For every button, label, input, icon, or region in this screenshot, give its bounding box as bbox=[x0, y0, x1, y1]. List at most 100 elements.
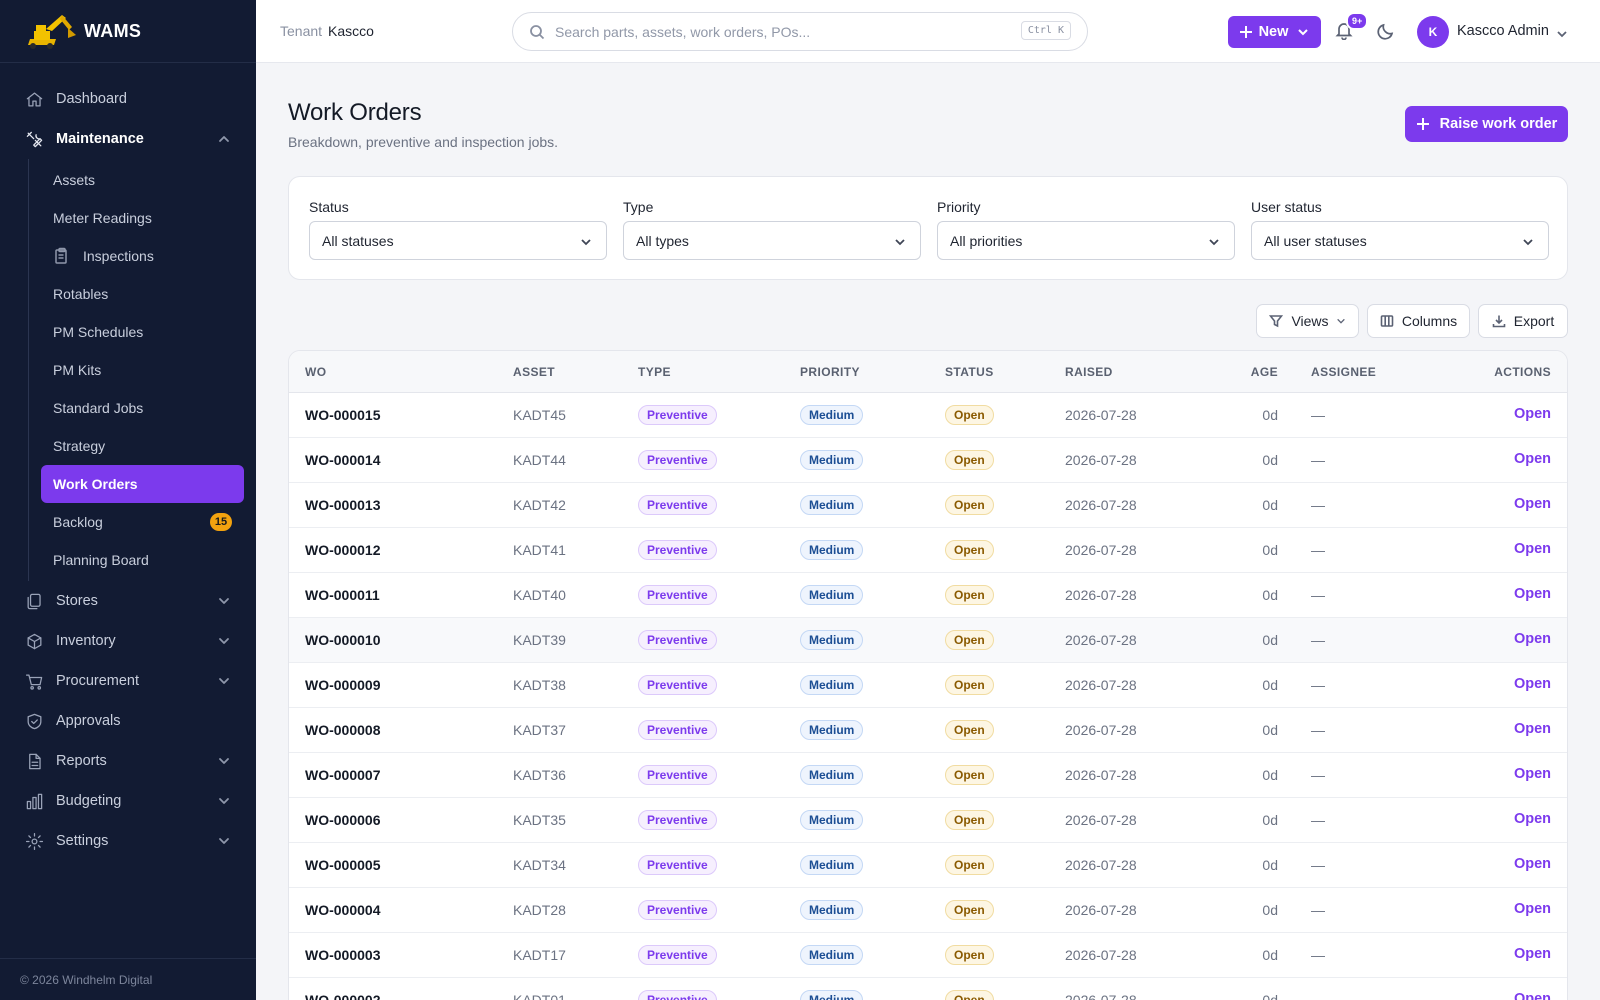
wo-number[interactable]: WO-000009 bbox=[305, 677, 381, 693]
sidebar-item-pm-schedules[interactable]: PM Schedules bbox=[41, 313, 244, 351]
open-action-link[interactable]: Open bbox=[1513, 856, 1551, 872]
table-row[interactable]: WO-000013 KADT42 Preventive Medium Open 2026-… bbox=[289, 483, 1567, 528]
notifications-button[interactable]: 9+ bbox=[1334, 12, 1369, 44]
wo-number[interactable]: WO-000005 bbox=[305, 857, 381, 873]
column-header-wo[interactable]: WO bbox=[305, 365, 327, 379]
priority-badge: Medium bbox=[800, 945, 864, 965]
sidebar-item-pm-kits[interactable]: PM Kits bbox=[41, 351, 244, 389]
open-action-link[interactable]: Open bbox=[1513, 586, 1551, 602]
wo-number[interactable]: WO-000015 bbox=[305, 407, 381, 423]
open-action-link[interactable]: Open bbox=[1513, 631, 1551, 647]
chevron-down-icon bbox=[1209, 239, 1219, 246]
type-select[interactable]: All types bbox=[623, 221, 921, 260]
open-action-link[interactable]: Open bbox=[1513, 721, 1551, 737]
sidebar-item-work-orders[interactable]: Work Orders bbox=[41, 465, 244, 503]
column-header-asset[interactable]: ASSET bbox=[513, 365, 556, 379]
status-badge: Open bbox=[945, 855, 994, 875]
table-row[interactable]: WO-000006 KADT35 Preventive Medium Open 2026-… bbox=[289, 798, 1567, 843]
sidebar-item-budgeting[interactable]: Budgeting bbox=[0, 781, 256, 821]
table-row[interactable]: WO-000002 KADT01 Preventive Medium Open 2026-… bbox=[289, 978, 1567, 1000]
user-menu-name[interactable]: Kascco Admin bbox=[1457, 23, 1549, 39]
open-action-link[interactable]: Open bbox=[1513, 991, 1551, 1000]
wo-number[interactable]: WO-000008 bbox=[305, 722, 381, 738]
sidebar-item-stores[interactable]: Stores bbox=[0, 581, 256, 621]
table-row[interactable]: WO-000009 KADT38 Preventive Medium Open 2026-… bbox=[289, 663, 1567, 708]
wo-number[interactable]: WO-000011 bbox=[305, 587, 380, 603]
columns-button[interactable]: Columns bbox=[1367, 304, 1470, 338]
sidebar-item-rotables[interactable]: Rotables bbox=[41, 275, 244, 313]
priority-badge: Medium bbox=[800, 675, 864, 695]
theme-toggle[interactable] bbox=[1376, 21, 1398, 43]
table-row[interactable]: WO-000012 KADT41 Preventive Medium Open 2026-… bbox=[289, 528, 1567, 573]
table-row[interactable]: WO-000003 KADT17 Preventive Medium Open 2026-… bbox=[289, 933, 1567, 978]
table-row[interactable]: WO-000004 KADT28 Preventive Medium Open 2026-… bbox=[289, 888, 1567, 933]
column-header-type[interactable]: TYPE bbox=[638, 365, 671, 379]
column-header-raised[interactable]: RAISED bbox=[1065, 365, 1113, 379]
table-row[interactable]: WO-000007 KADT36 Preventive Medium Open 2026-… bbox=[289, 753, 1567, 798]
table-row[interactable]: WO-000011 KADT40 Preventive Medium Open 2026-… bbox=[289, 573, 1567, 618]
wo-number[interactable]: WO-000003 bbox=[305, 947, 381, 963]
search-input[interactable] bbox=[555, 23, 995, 40]
open-action-link[interactable]: Open bbox=[1513, 451, 1551, 467]
column-header-priority[interactable]: PRIORITY bbox=[800, 365, 860, 379]
sidebar-item-strategy[interactable]: Strategy bbox=[41, 427, 244, 465]
chevron-down-icon[interactable] bbox=[1556, 27, 1568, 45]
status-badge: Open bbox=[945, 585, 994, 605]
open-action-link[interactable]: Open bbox=[1513, 946, 1551, 962]
sidebar-item-planning-board[interactable]: Planning Board bbox=[41, 541, 244, 579]
wo-number[interactable]: WO-000012 bbox=[305, 542, 381, 558]
backlog-count-badge: 15 bbox=[210, 513, 232, 531]
column-header-age[interactable]: AGE bbox=[1250, 365, 1278, 379]
sidebar-item-procurement[interactable]: Procurement bbox=[0, 661, 256, 701]
wo-number[interactable]: WO-000010 bbox=[305, 632, 381, 648]
sidebar-item-standard-jobs[interactable]: Standard Jobs bbox=[41, 389, 244, 427]
wo-number[interactable]: WO-000014 bbox=[305, 452, 381, 468]
sidebar-item-settings[interactable]: Settings bbox=[0, 821, 256, 861]
user-status-select[interactable]: All user statuses bbox=[1251, 221, 1549, 260]
sidebar-item-inventory[interactable]: Inventory bbox=[0, 621, 256, 661]
sidebar-item-approvals[interactable]: Approvals bbox=[0, 701, 256, 741]
open-action-link[interactable]: Open bbox=[1513, 541, 1551, 557]
sidebar-item-label: Work Orders bbox=[53, 476, 138, 492]
open-action-link[interactable]: Open bbox=[1513, 676, 1551, 692]
status-badge: Open bbox=[945, 630, 994, 650]
sidebar-item-dashboard[interactable]: Dashboard bbox=[0, 79, 256, 119]
table-row[interactable]: WO-000008 KADT37 Preventive Medium Open 2026-… bbox=[289, 708, 1567, 753]
table-row[interactable]: WO-000010 KADT39 Preventive Medium Open 2026-… bbox=[289, 618, 1567, 663]
table-row[interactable]: WO-000015 KADT45 Preventive Medium Open 2026-… bbox=[289, 393, 1567, 438]
wo-number[interactable]: WO-000004 bbox=[305, 902, 381, 918]
sidebar-item-maintenance[interactable]: Maintenance bbox=[0, 119, 256, 159]
sidebar-item-meter-readings[interactable]: Meter Readings bbox=[41, 199, 244, 237]
column-header-status[interactable]: STATUS bbox=[945, 365, 994, 379]
status-select[interactable]: All statuses bbox=[309, 221, 607, 260]
raise-work-order-button[interactable]: Raise work order bbox=[1405, 106, 1568, 142]
sidebar-item-inspections[interactable]: Inspections bbox=[41, 237, 244, 275]
table-row[interactable]: WO-000005 KADT34 Preventive Medium Open 2026-… bbox=[289, 843, 1567, 888]
open-action-link[interactable]: Open bbox=[1513, 496, 1551, 512]
avatar[interactable]: K bbox=[1417, 16, 1449, 48]
chevron-down-icon bbox=[218, 635, 230, 647]
global-search[interactable]: Ctrl K bbox=[512, 12, 1088, 51]
open-action-link[interactable]: Open bbox=[1513, 766, 1551, 782]
export-button[interactable]: Export bbox=[1478, 304, 1568, 338]
asset-code: KADT35 bbox=[513, 812, 566, 828]
assignee-value: — bbox=[1311, 587, 1325, 603]
priority-select[interactable]: All priorities bbox=[937, 221, 1235, 260]
open-action-link[interactable]: Open bbox=[1513, 406, 1551, 422]
open-action-link[interactable]: Open bbox=[1513, 811, 1551, 827]
sidebar-item-reports[interactable]: Reports bbox=[0, 741, 256, 781]
wo-number[interactable]: WO-000002 bbox=[305, 992, 381, 1000]
type-badge: Preventive bbox=[638, 405, 717, 425]
sidebar-item-backlog[interactable]: Backlog 15 bbox=[41, 503, 244, 541]
brand[interactable]: WAMS bbox=[0, 0, 256, 63]
views-button[interactable]: Views bbox=[1256, 304, 1359, 338]
wo-number[interactable]: WO-000013 bbox=[305, 497, 381, 513]
open-action-link[interactable]: Open bbox=[1513, 901, 1551, 917]
sidebar-item-label: Settings bbox=[56, 833, 109, 849]
column-header-assignee[interactable]: ASSIGNEE bbox=[1311, 365, 1377, 379]
new-button[interactable]: New bbox=[1228, 16, 1321, 48]
wo-number[interactable]: WO-000006 bbox=[305, 812, 381, 828]
table-row[interactable]: WO-000014 KADT44 Preventive Medium Open 2026-… bbox=[289, 438, 1567, 483]
wo-number[interactable]: WO-000007 bbox=[305, 767, 381, 783]
sidebar-item-assets[interactable]: Assets bbox=[41, 161, 244, 199]
